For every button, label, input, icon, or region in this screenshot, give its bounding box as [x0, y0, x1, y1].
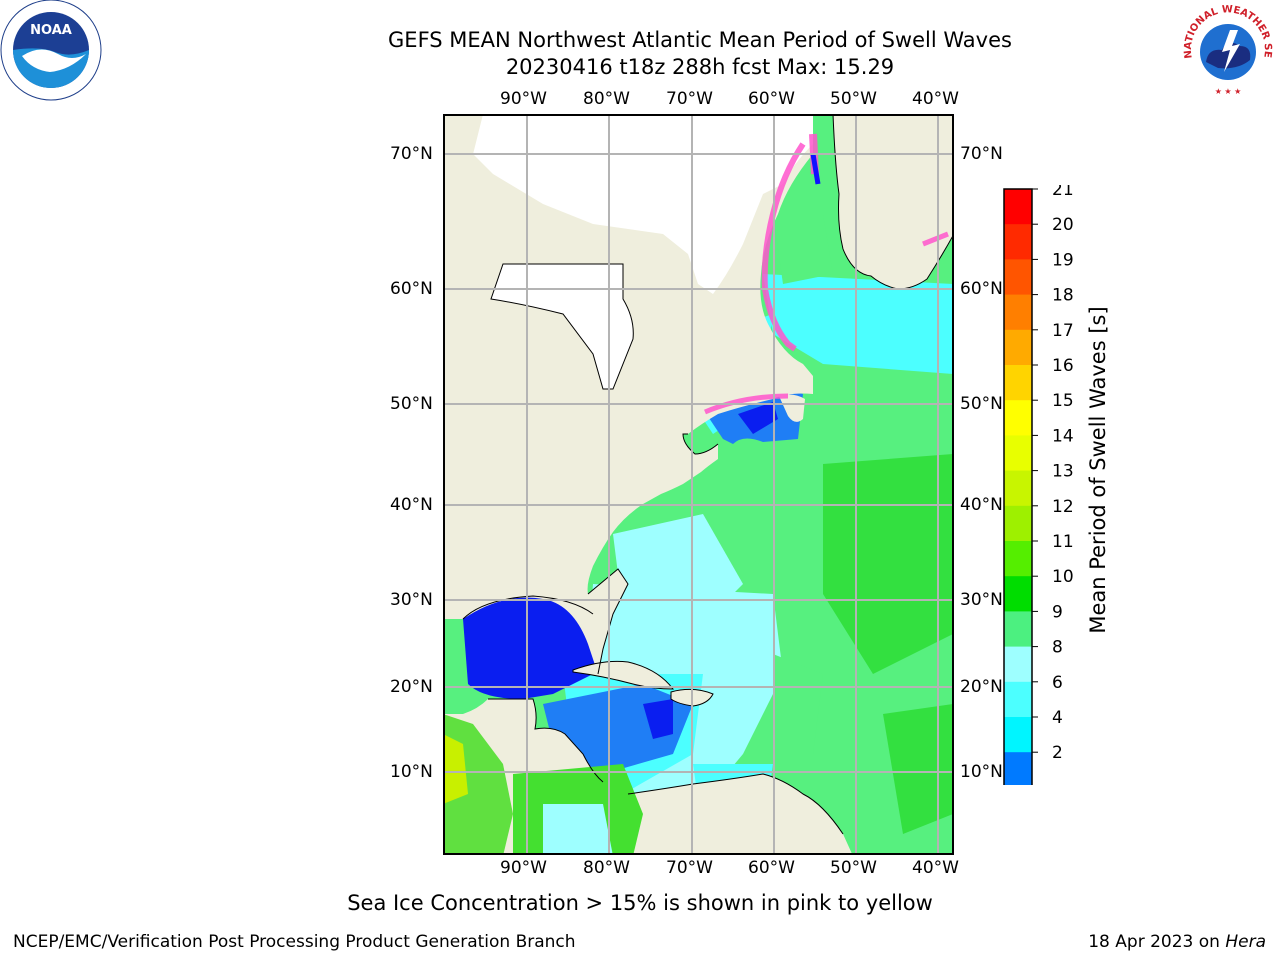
lat-label-right-30n: 30°N: [960, 590, 1003, 610]
colorbar-tick-label: 16: [1052, 356, 1074, 376]
colorbar-segment: [1004, 189, 1032, 225]
lat-label-left-40n: 40°N: [390, 495, 433, 515]
colorbar-tick-label: 13: [1052, 462, 1074, 482]
lon-label-bottom-90w: 90°W: [500, 858, 547, 878]
colorbar-segment: [1004, 611, 1032, 648]
colorbar-segment: [1004, 646, 1032, 683]
colorbar-segment: [1004, 576, 1032, 612]
map-title: GEFS MEAN Northwest Atlantic Mean Period…: [388, 28, 1012, 52]
lat-label-left-50n: 50°N: [390, 394, 433, 414]
lon-label-bottom-40w: 40°W: [912, 858, 959, 878]
colorbar-segment: [1004, 365, 1032, 401]
footer-date-text: 18 Apr 2023 on: [1088, 932, 1220, 952]
lat-label-right-50n: 50°N: [960, 394, 1003, 414]
lat-label-left-30n: 30°N: [390, 590, 433, 610]
lon-label-top-50w: 50°W: [830, 89, 877, 109]
map-subtitle: 20230416 t18z 288h fcst Max: 15.29: [505, 55, 895, 79]
lon-label-bottom-80w: 80°W: [583, 858, 630, 878]
colorbar-tick-label: 17: [1052, 321, 1074, 341]
colorbar-tick-label: 4: [1052, 708, 1063, 728]
colorbar-tick-label: 14: [1052, 426, 1074, 446]
colorbar-segment: [1004, 505, 1032, 542]
lat-label-right-20n: 20°N: [960, 677, 1003, 697]
colorbar-segment: [1004, 329, 1032, 366]
lon-label-top-40w: 40°W: [912, 89, 959, 109]
colorbar-label: Mean Period of Swell Waves [s]: [1086, 306, 1110, 634]
colorbar-segment: [1004, 224, 1032, 260]
lon-label-bottom-60w: 60°W: [748, 858, 795, 878]
lon-label-top-70w: 70°W: [666, 89, 713, 109]
colorbar-tick-label: 2: [1052, 743, 1063, 763]
colorbar-tick-label: 15: [1052, 391, 1074, 411]
footer-date: 18 Apr 2023 on Hera: [1088, 932, 1266, 952]
lon-label-top-60w: 60°W: [748, 89, 795, 109]
colorbar-tick-label: 9: [1052, 602, 1063, 622]
colorbar-tick-label: 18: [1052, 286, 1074, 306]
colorbar-segment: [1004, 470, 1032, 507]
colorbar-tick-label: 11: [1052, 532, 1074, 552]
colorbar-segment: [1004, 681, 1032, 718]
sea-ice-note: Sea Ice Concentration > 15% is shown in …: [347, 891, 933, 915]
colorbar-tick-label: 10: [1052, 567, 1074, 587]
colorbar-segment: [1004, 717, 1032, 753]
colorbar-segment: [1004, 435, 1032, 472]
colorbar-tick-label: 12: [1052, 497, 1074, 517]
lat-label-left-60n: 60°N: [390, 279, 433, 299]
colorbar-tick-label: 20: [1052, 215, 1074, 235]
footer-machine: Hera: [1225, 932, 1266, 952]
lat-label-left-20n: 20°N: [390, 677, 433, 697]
colorbar-tick-label: 8: [1052, 638, 1063, 658]
colorbar: 21 20 19 18 17 16 15 14 13 12 11 10 9 8 6 4 2: [1003, 185, 1074, 785]
lon-label-bottom-50w: 50°W: [830, 858, 877, 878]
footer-organization: NCEP/EMC/Verification Post Processing Pr…: [13, 932, 576, 952]
noaa-logo: NOAA: [0, 0, 102, 101]
lon-label-top-80w: 80°W: [583, 89, 630, 109]
lat-label-right-10n: 10°N: [960, 762, 1003, 782]
lat-label-left-70n: 70°N: [390, 144, 433, 164]
colorbar-segment: [1004, 259, 1032, 296]
map-panel: [443, 114, 954, 855]
colorbar-segment: [1004, 541, 1032, 577]
noaa-logo-text: NOAA: [30, 23, 72, 38]
colorbar-segment: [1004, 752, 1032, 785]
colorbar-frame: [1003, 188, 1033, 785]
colorbar-tick-label: 19: [1052, 250, 1074, 270]
colorbar-segment: [1004, 294, 1032, 331]
colorbar-segment: [1004, 400, 1032, 436]
colorbar-tick-label: 21: [1052, 185, 1074, 200]
svg-text:★ ★ ★: ★ ★ ★: [1215, 87, 1242, 96]
lat-label-right-60n: 60°N: [960, 279, 1003, 299]
lat-label-left-10n: 10°N: [390, 762, 433, 782]
lat-label-right-70n: 70°N: [960, 144, 1003, 164]
nws-logo: NATIONAL WEATHER SERVICE ★ ★ ★: [1178, 0, 1274, 98]
lon-label-top-90w: 90°W: [500, 89, 547, 109]
colorbar-tick-label: 6: [1052, 673, 1063, 693]
lon-label-bottom-70w: 70°W: [666, 858, 713, 878]
lat-label-right-40n: 40°N: [960, 495, 1003, 515]
